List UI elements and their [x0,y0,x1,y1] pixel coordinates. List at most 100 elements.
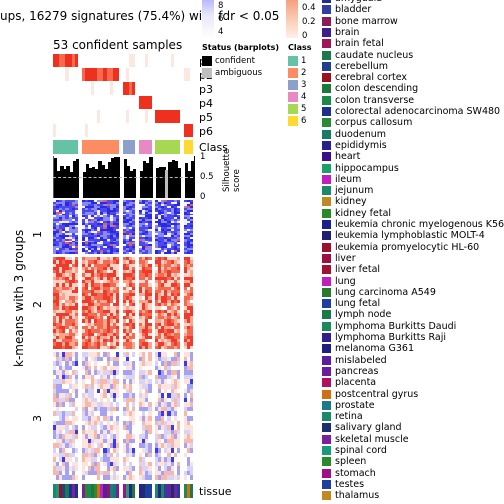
heatmap-cell [115,240,120,243]
heatmap-cell [155,384,159,389]
heatmap-cell [176,379,181,385]
heatmap-cell [189,319,194,323]
heatmap-cell [164,273,168,277]
heatmap-cell [97,448,101,453]
heatmap-cell [164,370,168,376]
heatmap-cell [112,457,117,462]
probability-cell [189,110,194,123]
heatmap-cell [94,280,98,284]
heatmap-cell [186,352,191,357]
heatmap-cell [189,434,194,440]
heatmap-cell [84,252,89,255]
heatmap-cell [62,270,66,274]
heatmap-cell [173,406,178,412]
page-subtitle: 53 confident samples [53,38,183,52]
heatmap-cell [164,332,168,337]
probability-cell [115,82,120,95]
heatmap-cell [161,388,165,394]
heatmap-cell [164,461,168,467]
heatmap-cell [97,252,101,255]
heatmap-cell [106,329,110,333]
heatmap-cell [103,252,107,255]
heatmap-cell [170,203,174,206]
probability-cell [125,96,130,109]
heatmap-cell [183,332,188,337]
heatmap-cell [155,361,159,366]
heatmap-cell [164,230,168,233]
probability-cell [65,82,69,95]
heatmap-cell [81,361,86,366]
heatmap-cell [97,452,101,458]
heatmap-cell [128,319,133,323]
heatmap-cell [125,280,130,284]
heatmap-cell [141,236,146,239]
heatmap-cell [81,420,86,426]
probability-cell [97,96,101,109]
heatmap-cell [100,296,104,300]
heatmap-cell [183,434,188,440]
heatmap-cell [90,393,95,398]
heatmap-cell [71,370,76,376]
heatmap-cell [106,406,110,412]
heatmap-cell [132,299,136,304]
heatmap-cell [112,352,117,357]
heatmap-cell [170,266,174,271]
heatmap-cell [167,221,171,224]
heatmap-cell [59,370,63,376]
tissue-legend-label: heart [335,151,361,163]
heatmap-cell [170,345,174,350]
heatmap-cell [161,207,165,210]
heatmap-cell [170,393,174,398]
heatmap-cell [128,283,133,287]
heatmap-cell [128,309,133,314]
heatmap-cell [173,263,178,268]
heatmap-cell [167,309,171,314]
heatmap-cell [173,370,178,376]
heatmap-cell [53,429,57,435]
heatmap-cell [90,219,95,222]
heatmap-cell [103,276,107,281]
heatmap-cell [56,411,60,417]
heatmap-cell [148,266,152,271]
heatmap-cell [145,475,149,481]
heatmap-cell [141,215,146,218]
heatmap-cell [170,221,174,224]
heatmap-cell [112,309,117,314]
heatmap-cell [112,379,117,385]
heatmap-cell [112,466,117,472]
tissue-legend-label: liver fetal [335,264,381,276]
heatmap-cell [53,225,57,228]
heatmap-cell [155,406,159,412]
heatmap-cell [84,339,89,343]
heatmap-cell [87,452,92,458]
heatmap-cell [173,356,178,362]
probability-cell [186,110,191,123]
heatmap-cell [161,370,165,376]
heatmap-cell [53,397,57,403]
heatmap-cell [68,411,72,417]
heatmap-cell [115,397,120,403]
heatmap-cell [103,416,107,421]
heatmap-cell [115,322,120,327]
heatmap-cell [122,443,127,449]
heatmap-cell [74,420,79,426]
heatmap-cell [65,270,69,274]
tissue-swatch [322,73,331,83]
heatmap-cell [84,316,89,320]
heatmap-cell [161,219,165,222]
heatmap-cell [65,306,69,310]
heatmap-cell [74,230,79,233]
tissue-swatch [322,39,331,49]
heatmap-cell [132,466,136,472]
heatmap-cell [68,466,72,472]
heatmap-cell [109,201,114,205]
heatmap-cell [62,263,66,268]
probability-cell [138,110,143,123]
heatmap-cell [148,230,152,233]
probability-cell [65,96,69,109]
silhouette-bar [190,160,195,198]
heatmap-cell [87,270,92,274]
heatmap-cell [167,227,171,230]
heatmap-cell [158,201,162,205]
probability-cell [164,68,168,81]
